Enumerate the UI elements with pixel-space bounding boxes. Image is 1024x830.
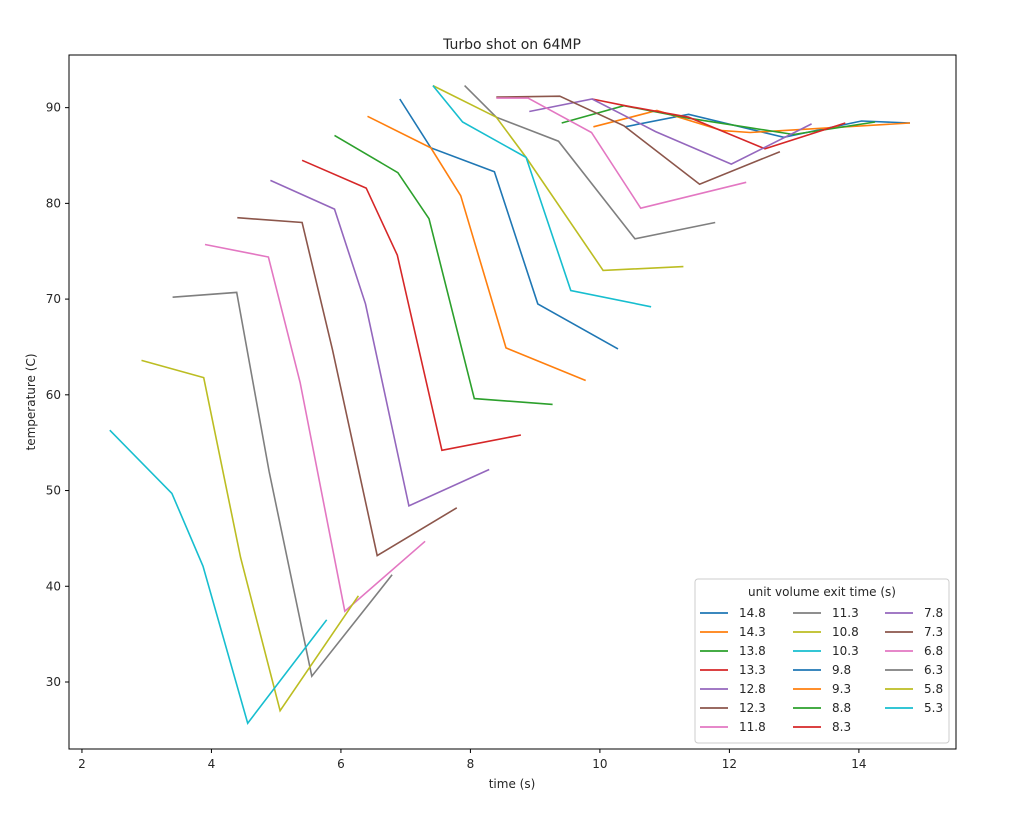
series-line-6-8 xyxy=(204,243,426,613)
series-line-11-3 xyxy=(464,85,716,240)
legend-label: 6.8 xyxy=(924,644,943,658)
legend-entry: 5.3 xyxy=(885,701,943,715)
series-line-9-8 xyxy=(399,98,619,350)
x-tick-label: 8 xyxy=(467,757,475,771)
chart-title: Turbo shot on 64MP xyxy=(442,37,581,53)
x-axis-ticks: 2 4 6 8 10 12 14 xyxy=(78,749,867,771)
legend-label: 6.3 xyxy=(924,663,943,677)
legend-box xyxy=(694,578,950,744)
legend-entry: 7.3 xyxy=(885,625,943,639)
legend-label: 13.3 xyxy=(739,663,766,677)
legend-label: 8.3 xyxy=(832,720,851,734)
series-line-9-3 xyxy=(367,115,587,382)
series-line-11-8 xyxy=(496,97,747,210)
series-line-12-3 xyxy=(496,95,781,186)
series-line-6-3 xyxy=(172,291,393,679)
x-tick-label: 10 xyxy=(592,757,607,771)
y-tick-label: 60 xyxy=(46,388,61,402)
series-line-7-8 xyxy=(270,179,490,508)
legend-label: 9.8 xyxy=(832,663,851,677)
legend-entry: 6.3 xyxy=(885,663,943,677)
legend-entry: 9.3 xyxy=(793,682,851,696)
series-line-8-8 xyxy=(334,134,553,406)
series-line-8-3 xyxy=(301,159,522,452)
y-tick-label: 40 xyxy=(46,579,61,593)
legend-entries: 14.8 14.3 13.8 13.3 12.8 12.3 11.8 11.3 10.8 10.3… xyxy=(700,606,943,734)
series-line-13-3 xyxy=(591,98,846,150)
x-tick-label: 2 xyxy=(78,757,86,771)
legend-entry: 12.8 xyxy=(700,682,766,696)
legend-label: 8.8 xyxy=(832,701,851,715)
legend-entry: 11.8 xyxy=(700,720,766,734)
legend-label: 14.8 xyxy=(739,606,766,620)
legend-entry: 11.3 xyxy=(793,606,859,620)
y-axis-label: temperature (C) xyxy=(24,354,38,451)
plot-lines xyxy=(109,84,911,725)
legend-entry: 13.3 xyxy=(700,663,766,677)
x-tick-label: 4 xyxy=(208,757,216,771)
y-tick-label: 80 xyxy=(46,196,61,210)
legend-entry: 14.3 xyxy=(700,625,766,639)
legend-label: 10.8 xyxy=(832,625,859,639)
legend-label: 11.3 xyxy=(832,606,859,620)
series-line-12-8 xyxy=(529,98,812,165)
legend: unit volume exit time (s) 14.8 14.3 13.8 13… xyxy=(694,578,950,744)
legend-entry: 10.3 xyxy=(793,644,859,658)
series-line-7-3 xyxy=(237,216,458,557)
legend-title: unit volume exit time (s) xyxy=(748,585,896,599)
legend-entry: 8.3 xyxy=(793,720,851,734)
x-tick-label: 12 xyxy=(722,757,737,771)
x-tick-label: 6 xyxy=(337,757,345,771)
series-line-5-8 xyxy=(141,359,360,713)
legend-label: 11.8 xyxy=(739,720,766,734)
legend-entry: 10.8 xyxy=(793,625,859,639)
y-tick-label: 50 xyxy=(46,484,61,498)
legend-label: 13.8 xyxy=(739,644,766,658)
legend-label: 9.3 xyxy=(832,682,851,696)
y-tick-label: 90 xyxy=(46,101,61,115)
legend-label: 14.3 xyxy=(739,625,766,639)
legend-entry: 14.8 xyxy=(700,606,766,620)
legend-entry: 9.8 xyxy=(793,663,851,677)
series-line-5-3 xyxy=(109,429,328,725)
legend-entry: 8.8 xyxy=(793,701,851,715)
legend-entry: 7.8 xyxy=(885,606,943,620)
legend-label: 10.3 xyxy=(832,644,859,658)
legend-label: 5.3 xyxy=(924,701,943,715)
legend-label: 7.3 xyxy=(924,625,943,639)
x-axis-label: time (s) xyxy=(489,777,536,791)
y-tick-label: 30 xyxy=(46,675,61,689)
legend-entry: 5.8 xyxy=(885,682,943,696)
axes-frame xyxy=(68,54,957,750)
y-axis-ticks: 30 40 50 60 70 80 90 xyxy=(46,101,69,689)
legend-entry: 12.3 xyxy=(700,701,766,715)
legend-entry: 6.8 xyxy=(885,644,943,658)
legend-label: 5.8 xyxy=(924,682,943,696)
legend-label: 7.8 xyxy=(924,606,943,620)
y-tick-label: 70 xyxy=(46,292,61,306)
legend-label: 12.3 xyxy=(739,701,766,715)
x-tick-label: 14 xyxy=(851,757,866,771)
legend-label: 12.8 xyxy=(739,682,766,696)
legend-entry: 13.8 xyxy=(700,644,766,658)
series-line-10-3 xyxy=(432,85,652,308)
